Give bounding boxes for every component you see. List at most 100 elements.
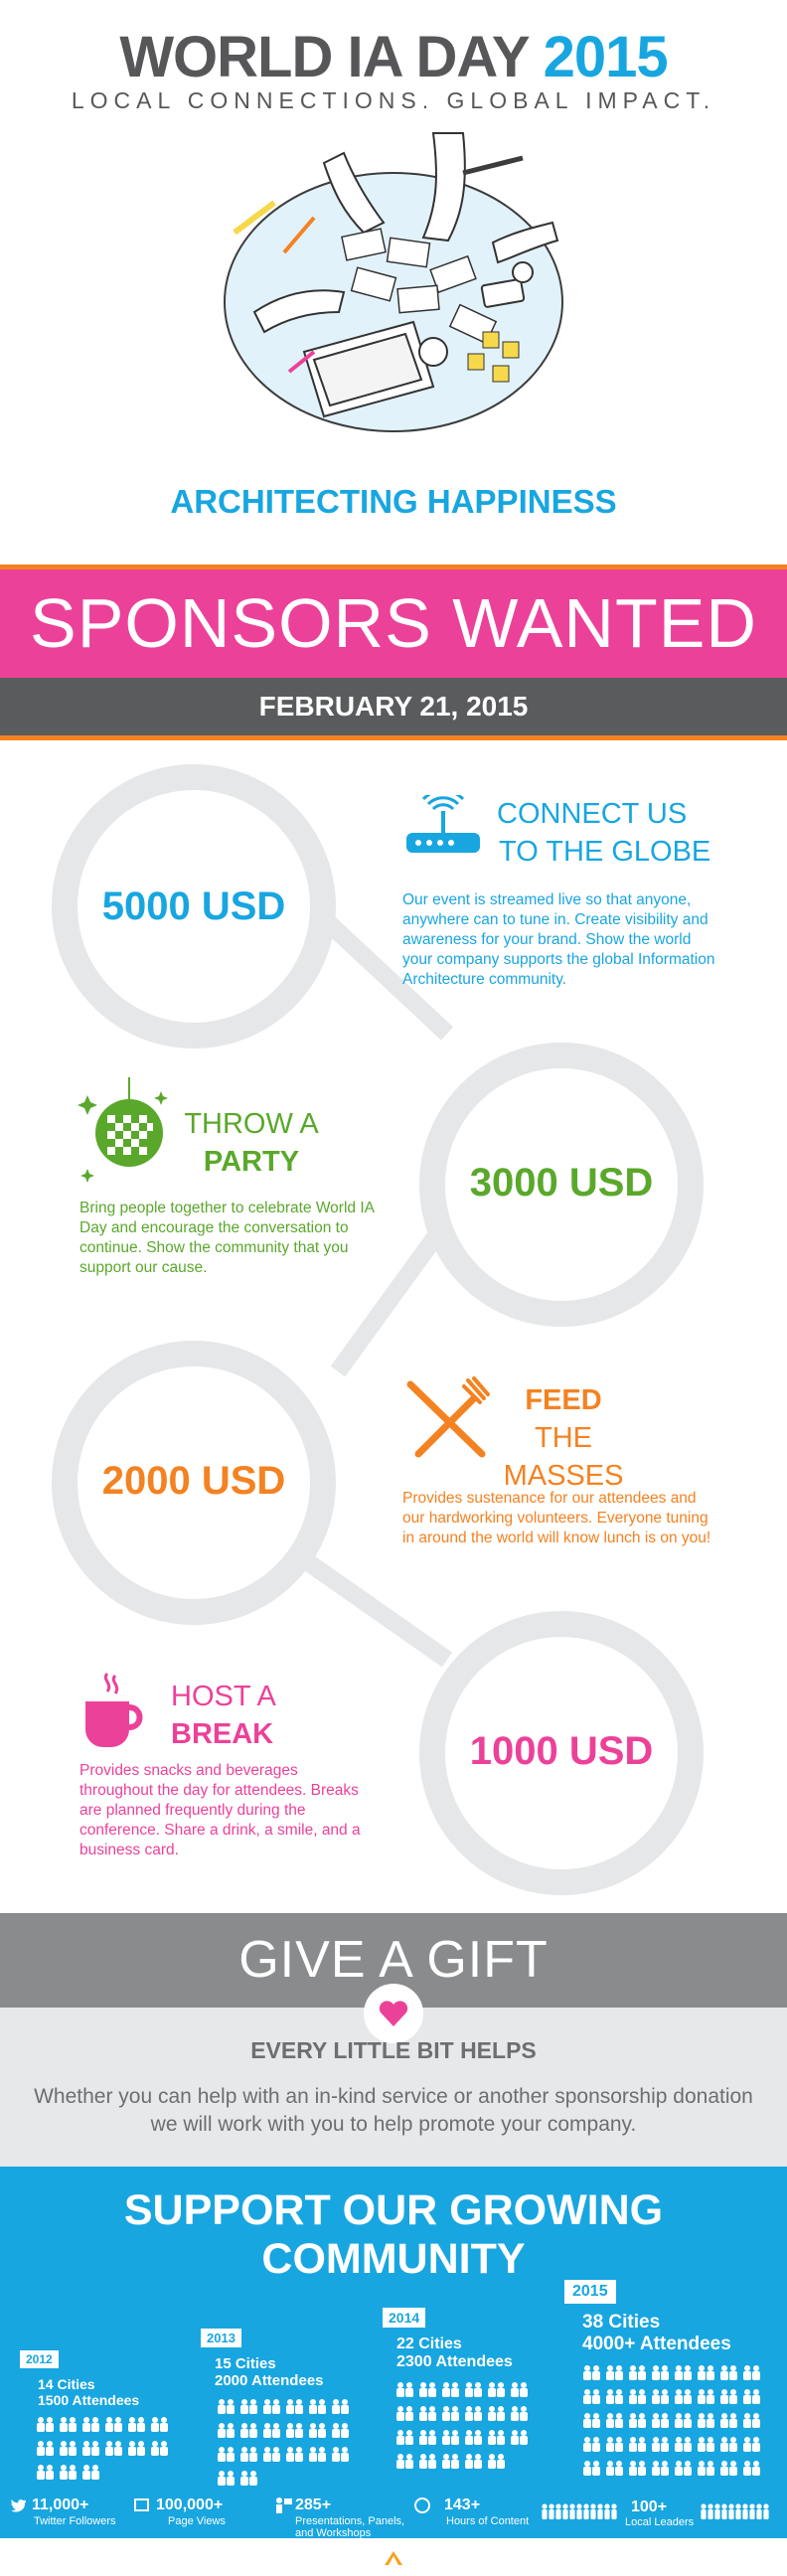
attendee-grid: [395, 2380, 554, 2476]
attendee-icon: [606, 2389, 623, 2404]
stat-label: Local Leaders: [625, 2516, 695, 2528]
attendee-icon: [332, 2423, 349, 2438]
event-date: FEBRUARY 21, 2015: [258, 691, 529, 722]
year-flag: 2014: [383, 2308, 426, 2328]
fork-knife-icon: [406, 1376, 490, 1458]
attendee-icon: [419, 2382, 436, 2397]
tier-amount: 5000 USD: [101, 885, 286, 928]
attendee-icon: [652, 2437, 669, 2452]
attendee-icon: [465, 2406, 482, 2421]
tier-title-line1: FEED: [525, 1384, 602, 1416]
tier-title-line2: PARTY: [203, 1146, 300, 1178]
tier-title-line1: THROW A: [184, 1108, 319, 1140]
iai-logo-icon: [385, 2551, 402, 2565]
attendee-icon: [652, 2413, 669, 2428]
year-flag: 2015: [564, 2280, 616, 2304]
attendee-icon: [675, 2365, 692, 2380]
attendee-icon: [240, 2423, 257, 2438]
attendee-icon: [465, 2430, 482, 2445]
presentation-icon: [276, 2497, 292, 2513]
attendee-icon: [675, 2461, 692, 2476]
attendee-icon: [37, 2417, 54, 2432]
attendee-icon: [151, 2441, 168, 2456]
year-attendees: 2000 Attendees: [215, 2372, 324, 2389]
attendee-icon: [698, 2365, 714, 2380]
attendee-icon: [82, 2441, 99, 2456]
attendee-icon: [105, 2441, 122, 2456]
tier-description: Our event is streamed live so that anyon…: [402, 891, 715, 988]
page-title: WORLD IA DAY 2015: [0, 24, 787, 90]
attendee-icon: [675, 2437, 692, 2452]
attendee-icon: [511, 2406, 528, 2421]
attendee-icon: [240, 2471, 257, 2486]
stat-label: Presentations, Panels, and Workshops: [295, 2515, 405, 2539]
attendee-grid: [36, 2415, 185, 2487]
year-block: 2014 22 Cities 2300 Attendees: [383, 2308, 556, 2371]
attendee-icon: [720, 2461, 737, 2476]
attendee-icon: [82, 2465, 99, 2480]
tier-title: HOST A BREAK: [171, 1678, 276, 1753]
attendee-icon: [37, 2465, 54, 2480]
tier-title-line1: HOST A: [171, 1681, 276, 1712]
tier-title: FEED THE MASSES: [489, 1381, 638, 1495]
attendee-icon: [698, 2437, 714, 2452]
attendee-icon: [698, 2461, 714, 2476]
community-section: [0, 2167, 787, 2538]
title-main: WORLD IA DAY: [119, 25, 529, 89]
people-icon: [701, 2503, 769, 2519]
attendee-icon: [583, 2437, 600, 2452]
attendee-icon: [442, 2382, 459, 2397]
attendee-icon: [488, 2382, 505, 2397]
attendee-icon: [488, 2430, 505, 2445]
attendee-icon: [606, 2413, 623, 2428]
attendee-icon: [309, 2447, 326, 2462]
sponsors-banner: SPONSORS WANTED: [0, 569, 787, 678]
people-icon: [542, 2503, 617, 2519]
attendee-icon: [60, 2441, 77, 2456]
year-attendees: 4000+ Attendees: [582, 2334, 731, 2354]
attendee-icon: [606, 2365, 623, 2380]
attendee-icon: [218, 2423, 235, 2438]
attendee-icon: [263, 2399, 280, 2414]
heart-badge: [364, 1984, 423, 2043]
attendee-icon: [419, 2454, 436, 2469]
tier-title: THROW A PARTY: [182, 1105, 321, 1181]
year-block: 2012 14 Cities 1500 Attendees: [20, 2350, 189, 2408]
attendee-icon: [652, 2461, 669, 2476]
stat-label: Page Views: [168, 2515, 226, 2527]
attendee-icon: [720, 2437, 737, 2452]
attendee-icon: [583, 2413, 600, 2428]
attendee-icon: [488, 2454, 505, 2469]
stat-number: 143+: [444, 2496, 481, 2513]
tiers-connector: [52, 764, 704, 1895]
tier-description: Provides sustenance for our attendees an…: [402, 1490, 711, 1546]
attendee-icon: [583, 2461, 600, 2476]
year-block: 2015 38 Cities 4000+ Attendees: [564, 2280, 778, 2355]
attendee-icon: [743, 2437, 760, 2452]
year-flag: 2013: [201, 2329, 241, 2347]
attendee-icon: [698, 2389, 714, 2404]
tier-circle: [52, 764, 336, 1048]
attendee-icon: [419, 2406, 436, 2421]
attendee-icon: [128, 2417, 145, 2432]
attendee-icon: [465, 2382, 482, 2397]
attendee-icon: [675, 2413, 692, 2428]
stat-number: 100+: [631, 2498, 668, 2515]
attendee-icon: [442, 2430, 459, 2445]
attendee-icon: [105, 2417, 122, 2432]
tier-circle: [419, 1043, 704, 1327]
stat-number: 285+: [295, 2496, 332, 2513]
disco-ball-icon: [78, 1077, 168, 1183]
attendee-icon: [286, 2447, 303, 2462]
attendee-icon: [652, 2389, 669, 2404]
window-icon: [134, 2498, 149, 2511]
attendee-icon: [583, 2389, 600, 2404]
attendee-icon: [652, 2365, 669, 2380]
attendee-icon: [332, 2399, 349, 2414]
year-cities: 14 Cities: [38, 2376, 95, 2392]
twitter-icon: [10, 2499, 26, 2512]
table-illustration: [224, 132, 563, 432]
attendee-icon: [743, 2365, 760, 2380]
clock-icon: [414, 2497, 430, 2513]
tier-title-line2: BREAK: [171, 1718, 274, 1750]
